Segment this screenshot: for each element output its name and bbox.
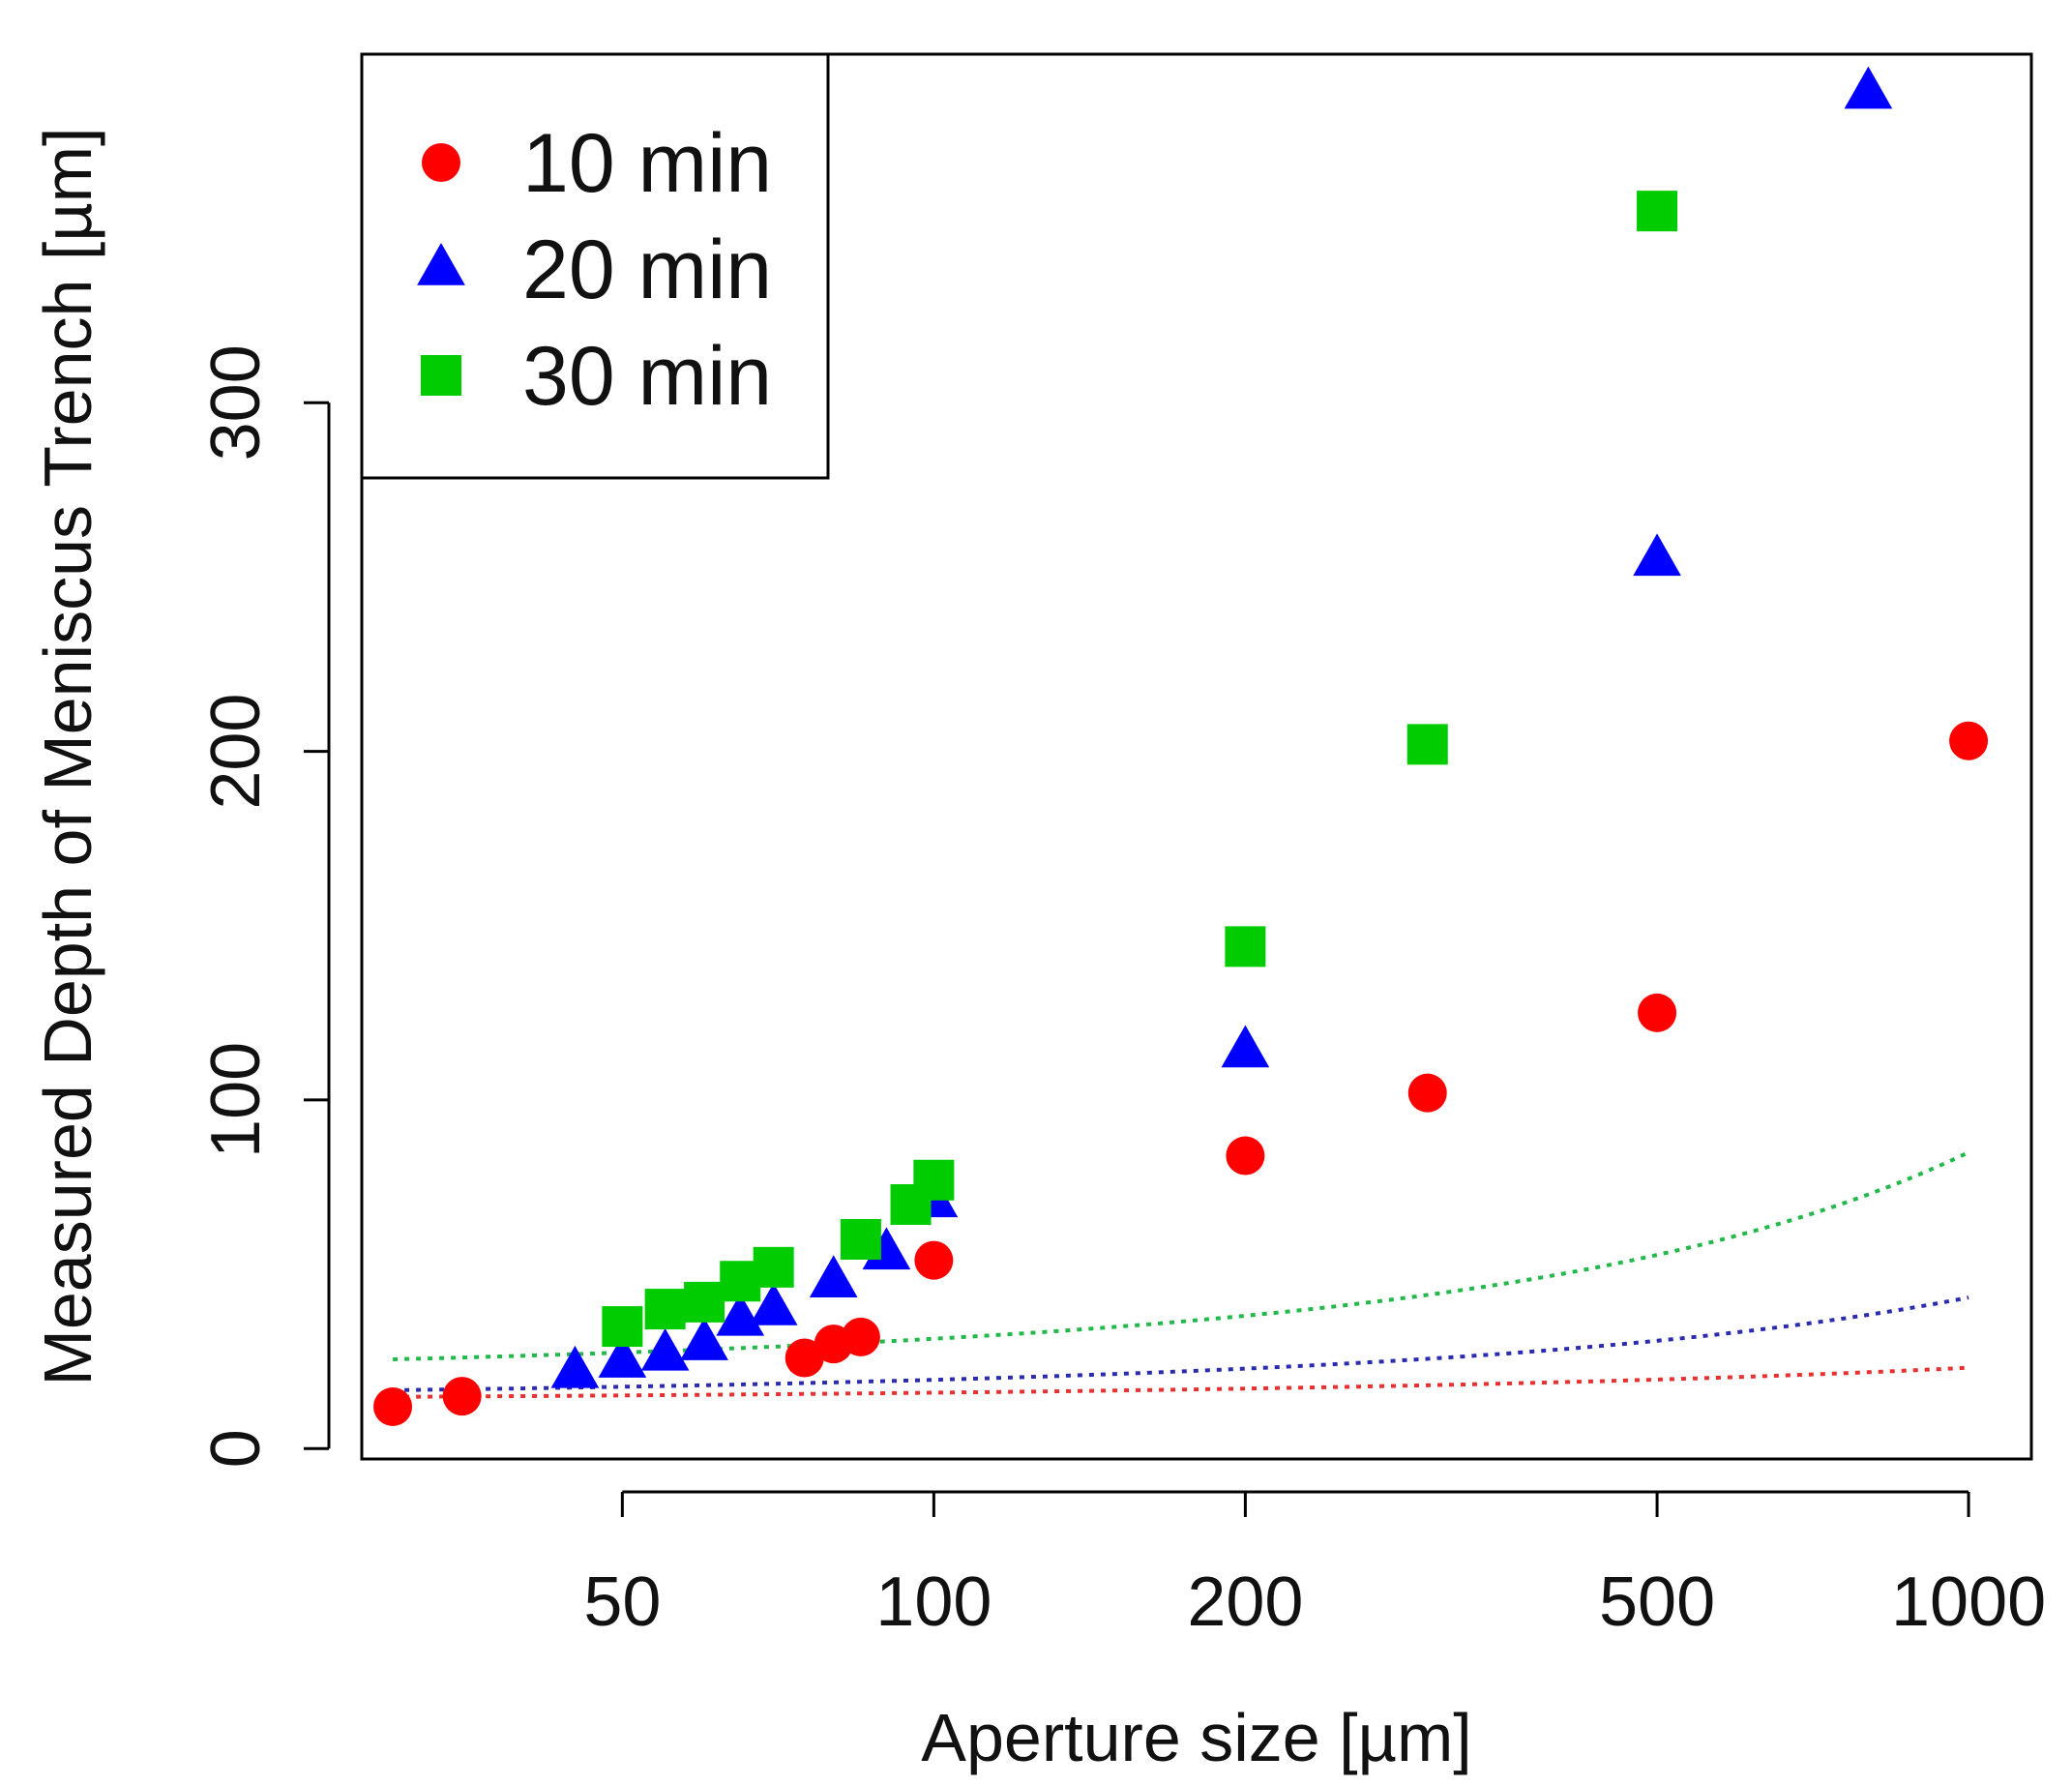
data-point	[749, 1283, 798, 1325]
data-point	[1633, 533, 1681, 577]
data-point	[598, 1335, 647, 1378]
data-point	[1637, 191, 1678, 232]
data-point	[1638, 993, 1677, 1032]
data-point	[684, 1281, 725, 1323]
data-point	[550, 1345, 600, 1388]
x-tick-label: 1000	[1891, 1563, 2046, 1641]
data-point	[1226, 1136, 1265, 1176]
legend-item: 30 min	[421, 330, 772, 423]
data-point	[680, 1318, 728, 1360]
series-10-min	[373, 721, 1989, 1426]
series-30-min	[602, 191, 1678, 1348]
fit-curve-20-min	[393, 1295, 1969, 1392]
fit-curve-10-min	[393, 1365, 1969, 1399]
data-point	[840, 1219, 881, 1261]
x-axis-title: Aperture size [µm]	[921, 1700, 1471, 1775]
legend-marker	[422, 143, 460, 182]
y-tick-label: 200	[197, 694, 275, 810]
legend-label: 30 min	[522, 330, 772, 423]
data-point	[373, 1386, 413, 1426]
y-axis-title: Measured Depth of Meniscus Trench [µm]	[30, 128, 105, 1386]
data-point	[784, 1338, 824, 1378]
data-point	[841, 1317, 880, 1356]
y-tick-label: 0	[197, 1429, 275, 1468]
legend-item: 10 min	[422, 117, 772, 210]
y-tick-label: 300	[197, 344, 275, 461]
data-point	[1406, 724, 1448, 765]
data-point	[644, 1289, 686, 1330]
legend-item: 20 min	[417, 223, 772, 316]
x-tick-label: 50	[583, 1563, 661, 1641]
data-point	[1407, 1073, 1447, 1113]
x-tick-label: 200	[1187, 1563, 1303, 1641]
fit-curves	[393, 1150, 1969, 1399]
y-axis: 0 100 200 300	[197, 344, 331, 1468]
legend-label: 20 min	[522, 223, 772, 316]
data-point	[1221, 1025, 1270, 1068]
legend-marker	[417, 243, 465, 285]
data-point	[1949, 721, 1989, 760]
x-tick-label: 100	[875, 1563, 992, 1641]
plot-frame	[360, 52, 2033, 1461]
legend-marker	[421, 355, 461, 396]
data-points	[373, 66, 1989, 1426]
data-point	[1225, 926, 1266, 967]
data-point	[914, 1240, 954, 1280]
y-tick-label: 100	[197, 1042, 275, 1158]
legend: 10 min 20 min 30 min	[360, 52, 830, 480]
legend-label: 10 min	[522, 117, 772, 210]
data-point	[602, 1306, 643, 1348]
data-point	[1844, 66, 1893, 109]
data-point	[809, 1255, 858, 1297]
x-tick-label: 500	[1599, 1563, 1715, 1641]
data-point	[640, 1327, 690, 1371]
data-point	[913, 1159, 955, 1201]
data-point	[753, 1246, 794, 1288]
data-point	[442, 1377, 482, 1416]
x-axis: 50 100 200 500 1000	[583, 1490, 2046, 1641]
